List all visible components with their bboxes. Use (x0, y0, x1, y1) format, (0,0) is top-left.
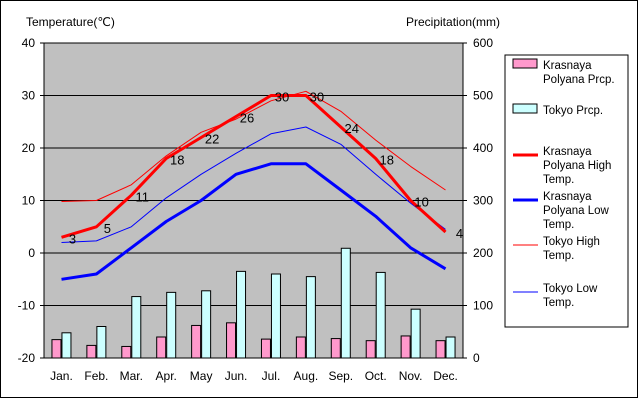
x-tick-label: Jan. (50, 369, 73, 383)
bar-krasnaya-polyana-prcp (365, 340, 376, 359)
x-tick-label: Jun. (225, 369, 248, 383)
left-tick-label: 30 (22, 89, 36, 103)
legend-item-krasnaya-polyana-low-temp-label: Krasnaya Polyana Low Temp. (543, 191, 610, 231)
left-axis-title: Temperature(℃) (26, 15, 115, 29)
bar-tokyo-prcp (166, 291, 177, 359)
data-label: 18 (379, 153, 393, 168)
x-tick-label: Apr. (156, 369, 177, 383)
data-label: 30 (310, 90, 324, 105)
legend-item-tokyo-low-temp-label: Tokyo Low Temp. (543, 283, 598, 309)
bar-krasnaya-polyana-prcp (121, 345, 132, 359)
data-label: 22 (205, 132, 219, 147)
right-tick-label: 300 (473, 194, 493, 208)
legend-box (504, 54, 629, 328)
legend-item-krasnaya-polyana-prcp-swatch (512, 58, 538, 69)
x-tick-label: Aug. (294, 369, 319, 383)
legend-item-tokyo-prcp-swatch (512, 103, 538, 114)
right-tick-label: 500 (473, 89, 493, 103)
line-tokyo-high (61, 90, 446, 202)
left-tick-label: 0 (28, 246, 35, 260)
bar-krasnaya-polyana-prcp (191, 324, 202, 359)
bar-tokyo-prcp (305, 276, 316, 359)
right-tick-label: 400 (473, 141, 493, 155)
bar-tokyo-prcp (410, 308, 421, 359)
left-tick-label: 10 (22, 194, 36, 208)
data-label: 5 (104, 221, 111, 236)
data-label: 18 (170, 153, 184, 168)
right-tick-label: 0 (473, 351, 480, 365)
line-tokyo-low (61, 126, 446, 243)
x-tick-label: Feb. (84, 369, 108, 383)
data-label: 30 (275, 90, 289, 105)
left-tick-label: 40 (22, 36, 36, 50)
x-tick-label: Oct. (365, 369, 387, 383)
right-tick-label: 100 (473, 299, 493, 313)
right-tick-label: 200 (473, 246, 493, 260)
bar-krasnaya-polyana-prcp (86, 344, 97, 359)
data-label: 24 (345, 121, 359, 136)
bar-tokyo-prcp (236, 270, 247, 359)
bar-krasnaya-polyana-prcp (330, 338, 341, 359)
left-tick-label: -10 (18, 299, 36, 313)
data-label: 26 (240, 111, 254, 126)
bar-tokyo-prcp (270, 273, 281, 359)
bar-krasnaya-polyana-prcp (51, 339, 62, 359)
x-tick-label: Sep. (328, 369, 353, 383)
x-tick-label: Nov. (399, 369, 423, 383)
data-label: 10 (414, 195, 428, 210)
x-tick-label: Jul. (262, 369, 281, 383)
bar-krasnaya-polyana-prcp (156, 336, 167, 359)
bar-tokyo-prcp (61, 332, 72, 359)
legend-item-krasnaya-polyana-high-temp-label: Krasnaya Polyana High Temp. (543, 146, 611, 186)
bar-krasnaya-polyana-prcp (260, 338, 271, 359)
data-label: 11 (136, 189, 150, 204)
bar-tokyo-prcp (340, 247, 351, 359)
left-tick-label: -20 (18, 351, 36, 365)
x-tick-label: Dec. (433, 369, 458, 383)
bar-tokyo-prcp (131, 296, 142, 359)
bar-krasnaya-polyana-prcp (435, 340, 446, 359)
legend-item-tokyo-prcp-label: Tokyo Prcp. (543, 105, 603, 117)
right-tick-label: 600 (473, 36, 493, 50)
x-tick-label: May (190, 369, 213, 383)
data-label: 4 (456, 226, 463, 241)
x-tick-label: Mar. (120, 369, 143, 383)
line-krasnaya-polyana-low (61, 162, 447, 281)
left-tick-label: 20 (22, 141, 36, 155)
legend-item-krasnaya-polyana-prcp-label: Krasnaya Polyana Prcp. (543, 60, 615, 86)
bar-tokyo-prcp (375, 271, 386, 359)
bar-krasnaya-polyana-prcp (226, 322, 237, 359)
bar-tokyo-prcp (445, 336, 456, 359)
data-label: 3 (69, 231, 76, 246)
bar-krasnaya-polyana-prcp (295, 336, 306, 359)
bar-tokyo-prcp (96, 326, 107, 359)
bar-krasnaya-polyana-prcp (400, 335, 411, 359)
legend: Krasnaya Polyana Prcp. Tokyo Prcp. Krasnaya… (504, 54, 629, 328)
right-axis-title: Precipitation(mm) (406, 15, 500, 29)
legend-item-tokyo-high-temp-label: Tokyo High Temp. (543, 236, 600, 262)
bar-tokyo-prcp (201, 290, 212, 359)
line-krasnaya-polyana-high (61, 94, 447, 239)
